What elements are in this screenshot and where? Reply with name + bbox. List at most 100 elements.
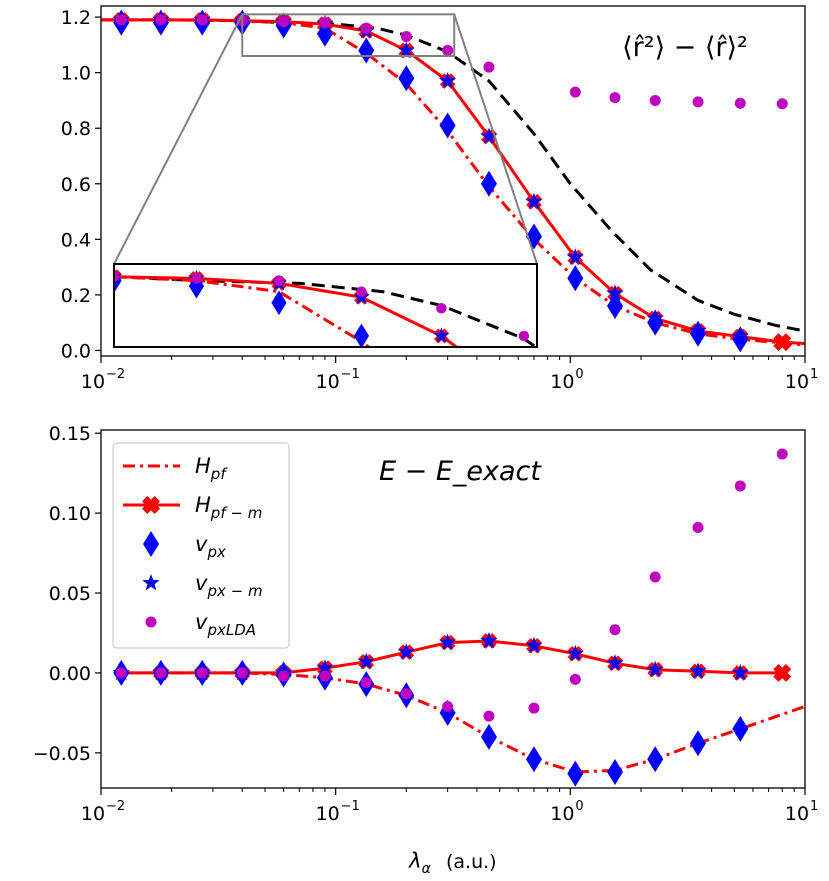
top-v-pxlda-point bbox=[400, 31, 412, 43]
inset-v-px-m-point bbox=[771, 740, 787, 756]
bottom-v-pxlda-point bbox=[115, 667, 127, 679]
inset-background bbox=[114, 264, 537, 347]
bottom-v-pxlda-point bbox=[734, 480, 746, 492]
x-tick-exponent: −1 bbox=[341, 799, 360, 814]
x-tick-label: 10 bbox=[316, 803, 340, 825]
top-v-px-point bbox=[439, 112, 456, 139]
top-v-pxlda-point bbox=[692, 96, 704, 108]
x-tick-exponent: 0 bbox=[575, 367, 583, 382]
y-tick-label: 0.10 bbox=[49, 503, 91, 525]
bottom-v-pxlda-point bbox=[776, 448, 788, 460]
bottom-v-px-m-point bbox=[566, 644, 584, 661]
top-v-pxlda-point bbox=[569, 86, 581, 98]
top-v-px-m-point bbox=[397, 41, 415, 58]
legend-marker-swatch bbox=[142, 496, 160, 514]
y-tick-label: 0.15 bbox=[49, 423, 91, 445]
x-tick-label: 10 bbox=[316, 371, 340, 393]
top-v-px-m-point bbox=[480, 127, 498, 144]
bottom-v-px-m-point bbox=[397, 643, 415, 660]
top-v-px-point bbox=[398, 65, 415, 92]
bottom-v-px-m-point bbox=[439, 633, 457, 650]
bottom-v-px-m-point bbox=[316, 659, 334, 676]
bottom-v-px-m-point bbox=[480, 632, 498, 649]
inset-series bbox=[26, 267, 787, 802]
bottom-v-px-m-point bbox=[689, 662, 707, 679]
legend-marker-swatch bbox=[143, 531, 159, 557]
top-v-pxlda-point bbox=[319, 17, 331, 29]
x-axis-unit: (a.u.) bbox=[446, 851, 497, 873]
bottom-v-pxlda-point bbox=[649, 571, 661, 583]
bottom-v-pxlda-point bbox=[196, 667, 208, 679]
x-tick-exponent: 1 bbox=[810, 799, 818, 814]
top-v-pxlda-point bbox=[278, 16, 290, 28]
inset-h-pf-m-point bbox=[29, 270, 39, 280]
bottom-v-px-point bbox=[606, 759, 623, 786]
y-tick-label: 0.4 bbox=[61, 229, 91, 251]
top-v-pxlda-point bbox=[483, 61, 495, 73]
inset-v-pxlda-point bbox=[518, 330, 530, 342]
y-tick-label: 0.00 bbox=[49, 663, 91, 685]
inset-h-pf-m-point bbox=[519, 392, 529, 402]
top-v-pxlda-point bbox=[734, 97, 746, 109]
top-v-pxlda-point bbox=[649, 94, 661, 106]
inset-v-px-m-point bbox=[433, 327, 450, 343]
top-v-px-m-point bbox=[606, 284, 624, 301]
zoom-connector bbox=[113, 13, 244, 265]
bottom-end-cross bbox=[773, 663, 792, 682]
bottom-v-pxlda-point bbox=[360, 677, 372, 689]
x-tick-exponent: −2 bbox=[106, 367, 125, 382]
bottom-v-pxlda-point bbox=[442, 700, 454, 712]
top-v-pxlda-point bbox=[360, 22, 372, 34]
zoom-region bbox=[241, 13, 456, 58]
top-v-pxlda-point bbox=[115, 14, 127, 26]
legend-frame bbox=[112, 442, 290, 649]
y-tick-label: 0.05 bbox=[49, 583, 91, 605]
bottom-panel: −0.050.000.050.100.15 10 −2 10 −1 10 0 10 1 E −… bbox=[33, 423, 819, 825]
inset-v-pxlda-point bbox=[29, 270, 39, 280]
inset-v-px-point bbox=[599, 589, 614, 614]
top-v-pxlda-point bbox=[155, 14, 167, 26]
inset-v-px-point bbox=[771, 777, 786, 802]
bottom-axes-frame bbox=[100, 429, 806, 789]
inset-h-pf-m-point bbox=[601, 502, 611, 512]
top-v-px-m-point bbox=[646, 309, 664, 326]
bottom-v-px-point bbox=[732, 715, 749, 742]
inset-v-px-point bbox=[26, 268, 41, 293]
x-tick-exponent: 1 bbox=[810, 367, 818, 382]
top-v-px-m-point bbox=[689, 322, 707, 339]
inset-v-pxlda-point bbox=[436, 303, 447, 314]
bottom-v-px-m-point bbox=[731, 663, 749, 681]
bottom-v-pxlda-point bbox=[609, 624, 621, 636]
bottom-v-pxlda-point bbox=[483, 710, 495, 722]
bottom-v-px-point bbox=[525, 746, 542, 773]
inset-frame bbox=[113, 263, 538, 348]
bottom-annotation: E − E_exact bbox=[379, 456, 542, 487]
x-tick-label: 10 bbox=[785, 803, 809, 825]
x-tick-label: 10 bbox=[550, 803, 574, 825]
inset-v-px-point bbox=[689, 694, 704, 719]
top-axes-frame bbox=[100, 5, 806, 357]
bottom-v-px-m-point bbox=[606, 654, 624, 671]
legend-marker-swatch bbox=[142, 574, 160, 591]
x-tick-label: 10 bbox=[550, 371, 574, 393]
inset-h-pf-m-point bbox=[691, 632, 701, 642]
inset-v-px-m-point bbox=[26, 267, 42, 283]
inset-v-px-m-point bbox=[516, 388, 532, 403]
top-v-pxlda-point bbox=[776, 98, 788, 110]
top-v-px-m-point bbox=[566, 248, 584, 265]
inset-v-pxlda-point bbox=[601, 364, 611, 374]
top-v-pxlda-point bbox=[442, 44, 454, 56]
x-tick-exponent: 0 bbox=[575, 799, 583, 814]
top-v-px-point bbox=[480, 170, 497, 197]
inset-v-pxlda-point bbox=[191, 273, 202, 284]
inset-v-px-point bbox=[188, 273, 205, 299]
bottom-v-pxlda-point bbox=[236, 667, 248, 679]
x-tick-label: 10 bbox=[81, 371, 105, 393]
inset-v-px-point bbox=[353, 323, 370, 347]
inset-v-px-point bbox=[434, 379, 449, 404]
bottom-v-pxlda-point bbox=[155, 667, 167, 679]
inset-v-px-m-point bbox=[688, 629, 704, 644]
legend-marker-swatch bbox=[145, 616, 157, 628]
bottom-v-px-point bbox=[690, 730, 707, 757]
